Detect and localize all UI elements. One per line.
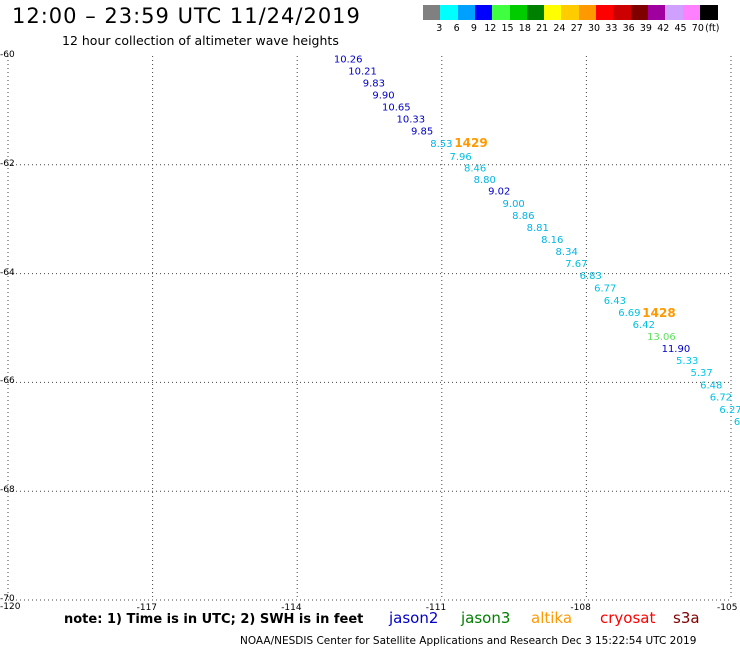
wave-height-value: 5.37 xyxy=(691,368,713,379)
satellite-name: s3a xyxy=(673,609,700,627)
longitude-label: -117 xyxy=(136,603,158,613)
legend-tick-label: 33 xyxy=(605,23,618,34)
wave-height-value: 6.05 xyxy=(734,417,740,428)
wave-height-value: 7.96 xyxy=(450,152,472,163)
legend-swatch xyxy=(492,5,510,20)
wave-height-value: 6.27 xyxy=(719,405,740,416)
longitude-label: -111 xyxy=(425,603,447,613)
units-note: note: 1) Time is in UTC; 2) SWH is in fe… xyxy=(64,612,364,627)
legend-tick-label: 6 xyxy=(453,23,460,34)
legend-tick-label: 15 xyxy=(501,23,514,34)
legend-swatch xyxy=(544,5,562,20)
wave-height-value: 6.83 xyxy=(580,271,602,282)
legend-tick-label: 27 xyxy=(570,23,583,34)
longitude-label: -114 xyxy=(281,603,302,613)
legend-tick-label: 21 xyxy=(536,23,549,34)
wave-height-value: 6.72 xyxy=(710,392,732,403)
legend-tick-label: 42 xyxy=(657,23,670,34)
legend-swatch xyxy=(561,5,580,20)
legend-unit: (ft) xyxy=(705,23,720,34)
map-title: 12:00 – 23:59 UTC 11/24/2019 xyxy=(12,4,361,28)
wave-height-value: 10.21 xyxy=(348,66,377,77)
legend-tick-label: 18 xyxy=(518,23,531,34)
wave-height-value: 6.77 xyxy=(594,284,616,295)
wave-height-value: 11.90 xyxy=(662,344,691,355)
latitude-label: -68 xyxy=(0,485,15,496)
legend-swatch xyxy=(509,5,528,20)
wave-height-value: 8.80 xyxy=(474,175,496,186)
legend-tick-label: 70 xyxy=(691,23,704,34)
legend-tick-label: 30 xyxy=(588,23,601,34)
satellite-name: jason2 xyxy=(389,609,439,627)
wave-height-value: 9.00 xyxy=(503,199,525,210)
wave-height-value: 10.26 xyxy=(334,55,363,66)
wave-height-value: 8.81 xyxy=(527,223,549,234)
legend-swatch xyxy=(699,5,718,20)
credit-footer: NOAA/NESDIS Center for Satellite Applica… xyxy=(240,635,697,647)
legend-swatch xyxy=(578,5,597,20)
legend-tick-label: 9 xyxy=(470,23,477,34)
legend-swatch xyxy=(440,5,459,20)
wave-height-value: 6.43 xyxy=(604,296,626,307)
legend-swatch xyxy=(647,5,666,20)
wave-height-value: 8.53 xyxy=(430,139,452,150)
latitude-label: -66 xyxy=(0,376,15,387)
longitude-label: -108 xyxy=(570,603,591,613)
longitude-label: -120 xyxy=(0,602,21,612)
wave-height-value: 5.33 xyxy=(676,356,698,367)
legend-swatch xyxy=(423,5,441,20)
wave-height-value: 8.86 xyxy=(512,211,534,222)
wave-height-value: 9.83 xyxy=(363,78,385,89)
legend-tick-label: 39 xyxy=(639,23,652,34)
legend-swatch xyxy=(474,5,493,20)
latitude-label: -62 xyxy=(0,158,15,169)
map-subtitle: 12 hour collection of altimeter wave hei… xyxy=(62,33,339,48)
latitude-label: -60 xyxy=(0,50,15,60)
legend-swatch xyxy=(682,5,701,20)
legend-swatch xyxy=(665,5,683,20)
wave-height-value: 6.42 xyxy=(633,320,655,331)
wave-height-value: 9.02 xyxy=(488,187,510,198)
longitude-label: -105 xyxy=(717,603,738,613)
legend-swatch xyxy=(596,5,614,20)
wave-height-value: 6.69 xyxy=(618,308,640,319)
wave-height-value: 8.46 xyxy=(464,163,486,174)
wave-height-value: 6.48 xyxy=(700,380,722,391)
legend-swatch xyxy=(526,5,545,20)
legend-swatch xyxy=(613,5,632,20)
latitude-label: -64 xyxy=(0,267,15,278)
pass-number-label: 1429 xyxy=(454,136,487,150)
legend-tick-label: 12 xyxy=(484,23,497,34)
wave-height-value: 8.16 xyxy=(541,235,563,246)
wave-height-value: 10.65 xyxy=(382,102,411,113)
wave-height-value: 9.90 xyxy=(372,90,394,101)
pass-number-label: 1428 xyxy=(642,306,675,320)
legend-tick-label: 24 xyxy=(553,23,566,34)
wave-height-value: 13.06 xyxy=(647,332,676,343)
legend-swatch xyxy=(630,5,649,20)
legend-swatch xyxy=(457,5,476,20)
latitude-label: -70 xyxy=(0,594,15,604)
wave-height-value: 8.34 xyxy=(556,247,578,258)
wave-height-value: 7.67 xyxy=(565,259,587,270)
wave-height-value: 10.33 xyxy=(396,114,425,125)
legend-tick-label: 36 xyxy=(622,23,635,34)
wave-height-value: 9.85 xyxy=(411,126,433,137)
satellite-name: jason3 xyxy=(461,609,511,627)
legend-tick-label: 45 xyxy=(674,23,687,34)
legend-tick-label: 3 xyxy=(436,23,443,34)
satellite-name: altika xyxy=(531,609,573,627)
satellite-name: cryosat xyxy=(600,609,656,627)
